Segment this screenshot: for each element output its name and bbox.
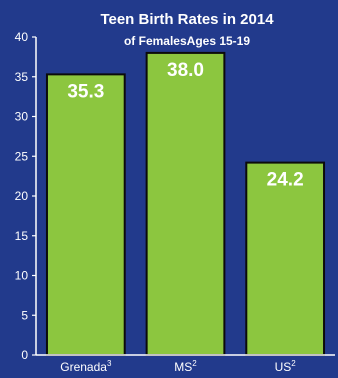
x-category-superscript: 2 (192, 359, 197, 368)
y-tick-label: 15 (15, 229, 29, 243)
x-category-label: Grenada3 (60, 359, 112, 373)
x-category-label: US2 (275, 359, 297, 373)
bars-group: 35.3 38.0 24.2 (45, 51, 326, 357)
bar-data-label: 38.0 (167, 60, 204, 81)
x-category-label: MS2 (174, 359, 197, 373)
y-axis: 0 5 10 15 20 25 30 35 40 (15, 30, 37, 362)
x-axis: Grenada3 MS2 US2 (36, 354, 335, 374)
y-tick-label: 5 (21, 308, 28, 322)
y-tick-label: 35 (15, 70, 29, 84)
y-tick-label: 20 (15, 189, 29, 203)
chart-subtitle: of FemalesAges 15-19 (124, 34, 250, 48)
y-tick-label: 30 (15, 110, 29, 124)
y-tick-label: 25 (15, 149, 29, 163)
y-tick-label: 40 (15, 30, 29, 44)
x-category-superscript: 2 (291, 359, 296, 368)
bar (45, 73, 126, 357)
x-category-superscript: 3 (107, 359, 112, 368)
x-category-name: US (275, 360, 292, 373)
bar-data-label: 35.3 (67, 81, 104, 102)
bar (245, 161, 326, 356)
chart-title: Teen Birth Rates in 2014 (100, 11, 274, 28)
y-tick-label: 0 (21, 348, 28, 362)
bar (145, 51, 226, 357)
y-tick-label: 10 (15, 269, 29, 283)
x-category-name: MS (174, 360, 192, 373)
x-category-name: Grenada (60, 360, 107, 373)
bar-data-label: 24.2 (267, 170, 304, 191)
